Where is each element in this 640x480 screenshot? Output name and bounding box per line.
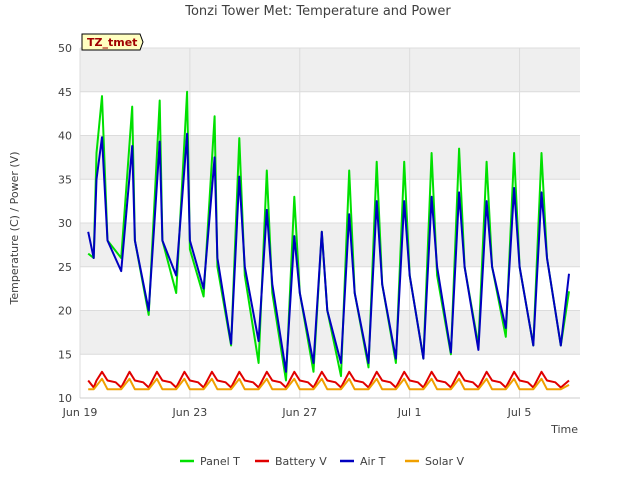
grid-band: [80, 135, 580, 180]
series-lines: [87, 90, 570, 391]
y-axis-label: Temperature (C) / Power (V): [8, 151, 21, 305]
y-tick-label: 40: [58, 130, 72, 143]
grid-bands: [80, 48, 580, 355]
series-line-battery-v: [87, 370, 570, 389]
grid-band: [80, 223, 580, 267]
x-tick-label: Jun 19: [62, 406, 98, 419]
x-tick-labels: Jun 19 Jun 23 Jun 27 Jul 1 Jul 5: [62, 406, 532, 419]
y-tick-label: 20: [58, 305, 72, 318]
series-line-solar-v: [88, 377, 570, 391]
x-tick-label: Jun 27: [281, 406, 317, 419]
site-badge: TZ_tmet: [81, 33, 144, 51]
y-tick-label: 15: [58, 348, 72, 361]
y-tick-labels: 10 15 20 25 30 35 40 45 50: [58, 42, 72, 405]
site-badge-shape: [81, 33, 144, 51]
legend-label-battery-v: Battery V: [275, 455, 327, 468]
y-tick-label: 30: [58, 217, 72, 230]
site-badge-label: TZ_tmet: [87, 36, 137, 49]
y-tick-label: 35: [58, 173, 72, 186]
y-tick-label: 50: [58, 42, 72, 55]
gridlines: [79, 47, 580, 399]
chart-title: Tonzi Tower Met: Temperature and Power: [184, 4, 451, 19]
x-tick-label: Jul 1: [397, 406, 422, 419]
legend: Panel T Battery V Air T Solar V: [180, 455, 465, 468]
series-line-air-t: [87, 132, 570, 373]
y-tick-label: 25: [58, 261, 72, 274]
legend-label-solar-v: Solar V: [425, 455, 465, 468]
x-tick-label: Jul 5: [507, 406, 532, 419]
x-axis-label: Time: [550, 423, 578, 436]
grid-band: [80, 48, 580, 92]
legend-label-panel-t: Panel T: [200, 455, 240, 468]
y-tick-label: 45: [58, 86, 72, 99]
x-tick-label: Jun 23: [172, 406, 208, 419]
y-tick-label: 10: [58, 392, 72, 405]
legend-label-air-t: Air T: [360, 455, 386, 468]
